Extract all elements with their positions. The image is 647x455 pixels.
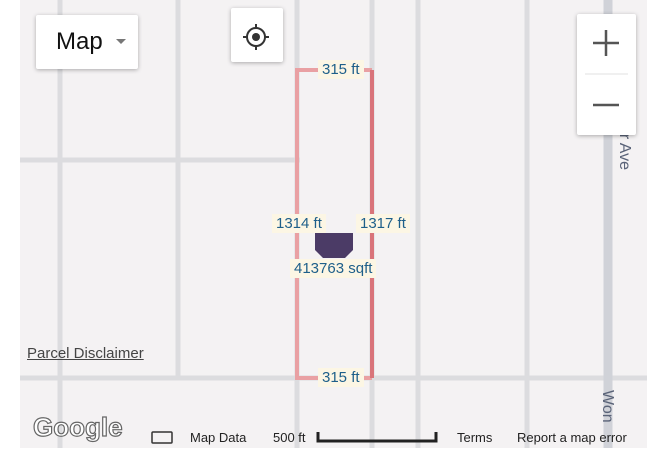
parcel-dimension: 315 ft [318, 368, 364, 387]
button-label: Map [56, 28, 103, 55]
locate-button[interactable] [231, 8, 283, 62]
report-link[interactable]: Report a map error [517, 430, 627, 445]
map-type-button[interactable]: Map [36, 15, 138, 69]
street-label: Won [599, 390, 616, 423]
zoom-control [577, 14, 636, 135]
parcel-dimension: 1314 ft [272, 214, 326, 233]
terms-link[interactable]: Terms [457, 430, 493, 445]
map-data-link[interactable]: Map Data [190, 430, 247, 445]
disclaimer-link[interactable]: Parcel Disclaimer [27, 345, 144, 362]
parcel-area: 413763 sqft [290, 259, 377, 278]
street-label: er Ave [616, 125, 633, 170]
parcel-dimension: 1317 ft [356, 214, 410, 233]
scale-label: 500 ft [273, 430, 306, 445]
parcel-dimension: 315 ft [318, 60, 364, 79]
google-logo: Google [32, 411, 123, 442]
